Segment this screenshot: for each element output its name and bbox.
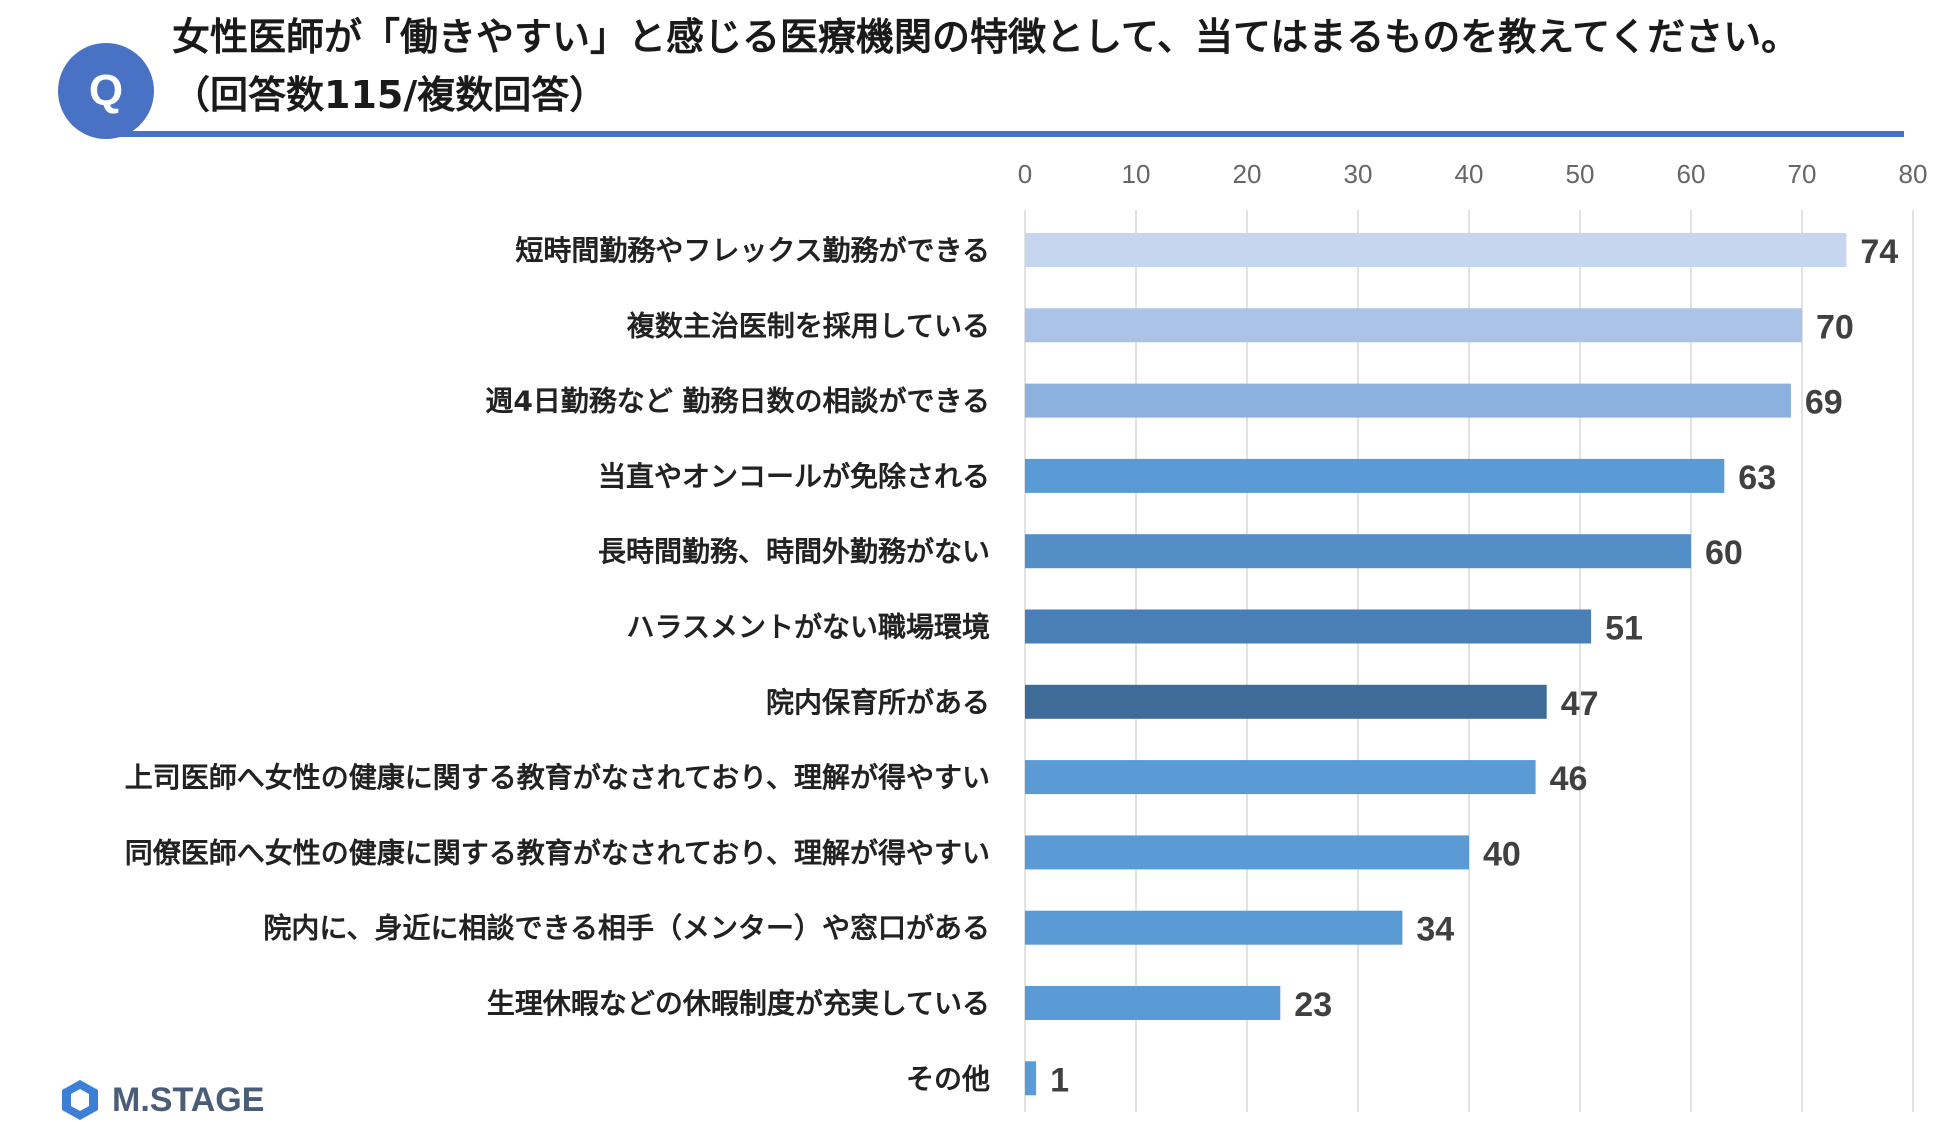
- data-label: 51: [1605, 610, 1643, 648]
- category-label: 複数主治医制を採用している: [627, 309, 990, 342]
- bar: [1025, 1061, 1037, 1096]
- data-label: 40: [1483, 835, 1521, 873]
- data-label: 69: [1805, 384, 1843, 422]
- x-tick-label: 50: [1566, 159, 1595, 189]
- brand-logo: M.STAGE: [58, 1078, 264, 1122]
- question-text: 女性医師が「働きやすい」と感じる医療機関の特徴として、当てはまるものを教えてくだ…: [172, 15, 1800, 59]
- x-tick-label: 60: [1677, 159, 1706, 189]
- category-label: 当直やオンコールが免除される: [598, 460, 990, 493]
- bar: [1025, 760, 1536, 795]
- category-label: 生理休暇などの休暇制度が充実している: [487, 987, 990, 1020]
- category-label: 短時間勤務やフレックス勤務ができる: [515, 234, 990, 267]
- x-tick-label: 70: [1788, 159, 1817, 189]
- x-tick-label: 20: [1233, 159, 1262, 189]
- x-tick-label: 40: [1455, 159, 1484, 189]
- category-label: 週4日勤務など 勤務日数の相談ができる: [485, 385, 990, 418]
- mstage-logo-icon: [62, 1080, 98, 1120]
- x-tick-label: 80: [1899, 159, 1928, 189]
- data-label: 60: [1705, 534, 1743, 572]
- bar: [1025, 534, 1691, 569]
- data-label: 23: [1294, 986, 1332, 1024]
- category-label: 院内保育所がある: [766, 686, 990, 719]
- category-label: 院内に、身近に相談できる相手（メンター）や窓口がある: [263, 912, 990, 945]
- x-tick-label: 30: [1344, 159, 1373, 189]
- bar-chart: 0 10 20 30 40 50 60 70 80 短時間勤務やフレックス勤務ができる 74 複数主治…: [125, 159, 1928, 1112]
- x-tick-label: 0: [1018, 159, 1032, 189]
- bar: [1025, 233, 1847, 267]
- data-label: 70: [1816, 308, 1854, 346]
- category-label: 上司医師へ女性の健康に関する教育がなされており、理解が得やすい: [125, 761, 990, 794]
- data-label: 1: [1050, 1061, 1069, 1099]
- bar: [1025, 383, 1791, 418]
- bar: [1025, 835, 1469, 870]
- data-label: 46: [1550, 760, 1588, 798]
- category-label: 長時間勤務、時間外勤務がない: [598, 535, 990, 568]
- bar: [1025, 684, 1547, 719]
- bar: [1025, 458, 1725, 493]
- category-label: ハラスメントがない職場環境: [627, 611, 990, 644]
- category-label: その他: [906, 1062, 990, 1095]
- bar: [1025, 308, 1802, 343]
- q-badge: Q: [58, 43, 154, 139]
- data-label: 47: [1561, 685, 1599, 723]
- category-label: 同僚医師へ女性の健康に関する教育がなされており、理解が得やすい: [125, 836, 990, 869]
- bar: [1025, 986, 1281, 1020]
- bar: [1025, 910, 1403, 945]
- page-title: 女性医師が「働きやすい」と感じる医療機関の特徴として、当てはまるものを教えてくだ…: [172, 8, 1912, 124]
- data-label: 63: [1738, 459, 1776, 497]
- logo-text: M.STAGE: [112, 1080, 265, 1119]
- question-subtitle: （回答数115/複数回答）: [172, 73, 608, 117]
- x-tick-label: 10: [1122, 159, 1151, 189]
- data-label: 34: [1416, 911, 1454, 949]
- data-label: 74: [1860, 233, 1898, 271]
- bar: [1025, 609, 1592, 644]
- title-underline: [100, 131, 1904, 137]
